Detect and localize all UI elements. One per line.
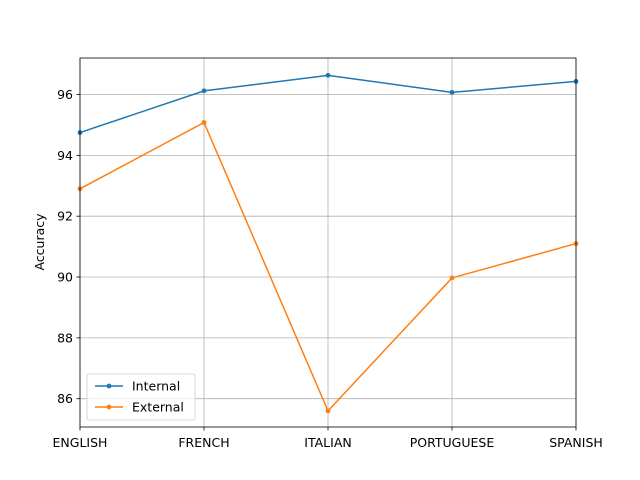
y-axis-label: Accuracy: [32, 213, 47, 271]
x-tick-label: ENGLISH: [53, 435, 108, 450]
grid-lines: [79, 58, 577, 427]
x-tick-label: PORTUGUESE: [410, 435, 495, 450]
legend-marker: [106, 404, 112, 410]
data-point-external: [325, 408, 331, 414]
data-point-external: [201, 120, 207, 125]
y-tick-label: 86: [57, 391, 73, 406]
y-tick-label: 94: [57, 148, 73, 163]
data-point-internal: [325, 72, 331, 78]
axis-ticks: ENGLISH FRENCH ITALIAN PORTUGUESE SPANISH 86 8…: [53, 87, 603, 450]
y-tick-label: 92: [57, 209, 73, 224]
data-point-internal: [449, 89, 455, 95]
legend-marker: [106, 383, 112, 389]
data-point-external: [449, 275, 455, 281]
plot-area-frame: [79, 57, 577, 428]
data-point-internal: [201, 88, 207, 94]
legend-label: External: [132, 400, 184, 415]
legend-label: Internal: [132, 379, 180, 394]
legend: Internal External: [86, 373, 196, 421]
series-lines: [77, 72, 579, 414]
y-tick-label: 90: [57, 270, 73, 285]
y-tick-label: 96: [57, 87, 73, 102]
x-tick-label: SPANISH: [549, 435, 603, 450]
y-tick-label: 88: [57, 330, 73, 345]
x-tick-label: ITALIAN: [304, 435, 351, 450]
x-tick-label: FRENCH: [178, 435, 229, 450]
